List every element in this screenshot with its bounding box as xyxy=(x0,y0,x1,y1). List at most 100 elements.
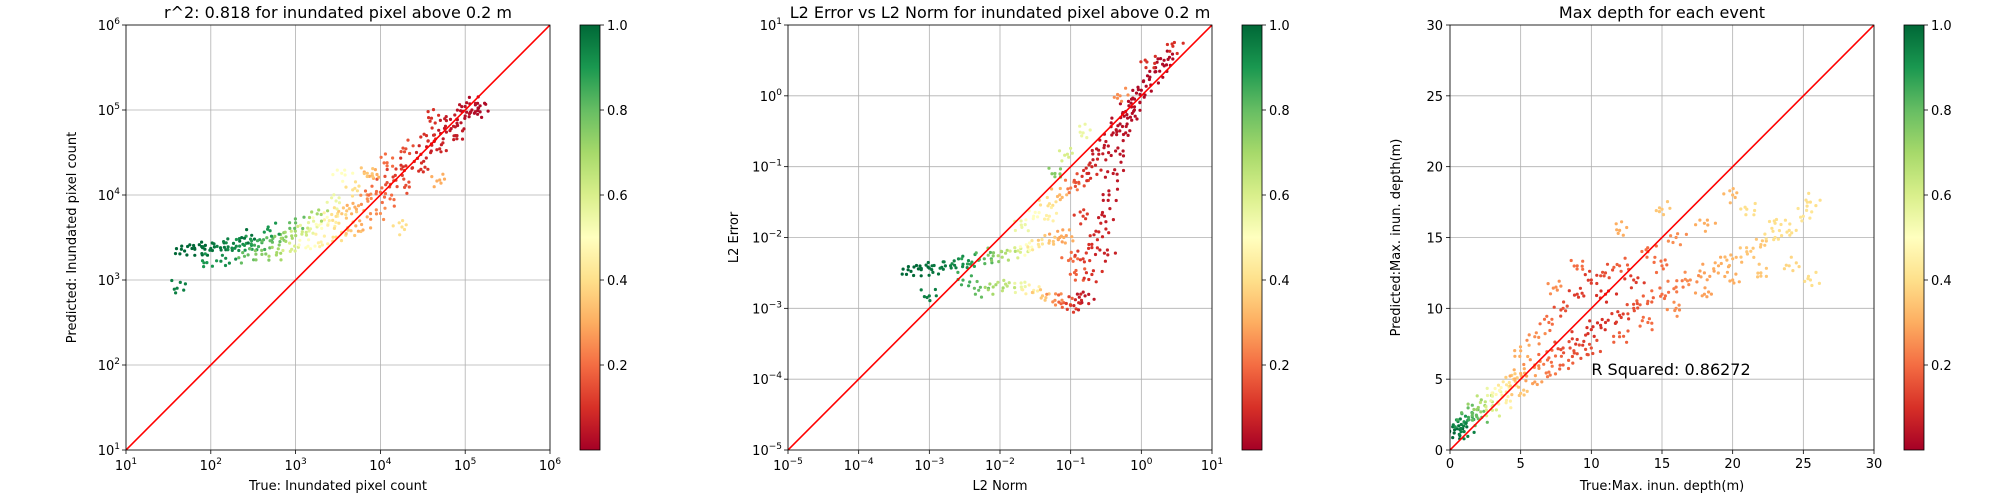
scatter-point xyxy=(308,247,313,251)
scatter-point xyxy=(1002,278,1006,282)
scatter-point xyxy=(449,127,453,131)
scatter-point xyxy=(1115,130,1119,134)
scatter-point xyxy=(1669,234,1673,238)
scatter-point xyxy=(1759,274,1763,278)
scatter-point xyxy=(961,265,965,269)
scatter-point xyxy=(1054,211,1059,215)
scatter-point xyxy=(1603,271,1608,275)
scatter-point xyxy=(467,95,471,99)
scatter-point xyxy=(473,101,478,105)
scatter-point xyxy=(1537,352,1541,357)
scatter-point xyxy=(403,185,407,189)
scatter-point xyxy=(1763,232,1767,236)
scatter-point xyxy=(451,124,456,128)
scatter-point xyxy=(1584,347,1588,351)
scatter-point xyxy=(238,244,242,248)
y-tick-label: 103 xyxy=(98,272,120,289)
scatter-point xyxy=(1713,221,1717,225)
scatter-point xyxy=(1105,248,1109,252)
scatter-point xyxy=(407,180,411,184)
scatter-point xyxy=(1064,301,1068,306)
scatter-point xyxy=(1118,129,1122,133)
scatter-point xyxy=(369,217,373,221)
scatter-point xyxy=(1070,235,1074,239)
colorbar-tick-label: 0.4 xyxy=(607,274,628,289)
scatter-point xyxy=(1062,301,1066,305)
scatter-point xyxy=(1121,154,1126,158)
scatter-point xyxy=(1731,187,1735,191)
scatter-point xyxy=(1636,306,1640,310)
scatter-point xyxy=(455,108,459,112)
scatter-point xyxy=(222,245,226,249)
scatter-point xyxy=(1038,288,1043,292)
colorbar-tick-label: 0.2 xyxy=(1931,359,1952,374)
scatter-point xyxy=(1058,172,1062,176)
scatter-point xyxy=(1559,284,1563,288)
scatter-point xyxy=(1528,358,1532,362)
scatter-point xyxy=(1080,174,1084,178)
scatter-point xyxy=(1091,158,1095,162)
scatter-point xyxy=(925,295,929,300)
scatter-point xyxy=(1800,219,1804,223)
scatter-point xyxy=(385,167,389,172)
x-tick-label: 10−3 xyxy=(914,457,944,474)
scatter-point xyxy=(371,167,375,171)
scatter-point xyxy=(1465,425,1469,429)
scatter-point xyxy=(1719,261,1723,266)
scatter-point xyxy=(426,139,430,143)
scatter-point xyxy=(1124,131,1128,135)
scatter-point xyxy=(1603,320,1608,325)
scatter-point xyxy=(395,185,399,189)
x-tick-label: 20 xyxy=(1724,457,1741,472)
scatter-point xyxy=(1567,358,1571,362)
scatter-point xyxy=(1770,226,1774,230)
scatter-point xyxy=(265,236,269,240)
scatter-point xyxy=(290,236,294,240)
scatter-point xyxy=(1084,217,1088,221)
scatter-point xyxy=(182,288,186,292)
scatter-point xyxy=(933,287,938,292)
scatter-point xyxy=(1100,213,1104,217)
scatter-point xyxy=(1081,257,1085,261)
scatter-point xyxy=(1156,81,1160,85)
scatter-point xyxy=(1118,102,1122,106)
scatter-point xyxy=(1787,264,1791,268)
scatter-point xyxy=(1595,338,1599,342)
scatter-point xyxy=(1702,221,1706,225)
scatter-point xyxy=(1067,228,1071,232)
scatter-point xyxy=(1504,398,1509,402)
scatter-point xyxy=(1818,198,1822,202)
scatter-point xyxy=(1058,186,1062,191)
scatter-point xyxy=(1101,198,1105,202)
scatter-point xyxy=(1115,172,1119,176)
scatter-point xyxy=(927,266,931,270)
scatter-point xyxy=(317,208,321,212)
scatter-point xyxy=(380,186,384,190)
scatter-point xyxy=(1683,270,1687,274)
scatter-point xyxy=(983,285,987,289)
scatter-point xyxy=(1119,160,1123,164)
scatter-point xyxy=(268,246,272,250)
scatter-point xyxy=(1104,158,1108,162)
scatter-point xyxy=(968,262,973,266)
scatter-point xyxy=(284,235,288,239)
scatter-point xyxy=(1600,317,1604,322)
scatter-point xyxy=(1043,233,1047,238)
scatter-point xyxy=(1636,276,1640,280)
scatter-point xyxy=(1069,257,1073,261)
scatter-point xyxy=(1570,337,1574,341)
scatter-point xyxy=(441,141,445,145)
scatter-point xyxy=(953,263,957,267)
scatter-point xyxy=(1650,321,1654,325)
scatter-point xyxy=(1599,323,1603,327)
scatter-point xyxy=(1101,193,1105,197)
scatter-point xyxy=(1063,178,1068,182)
scatter-point xyxy=(374,208,378,212)
x-tick-label: 103 xyxy=(284,457,306,474)
scatter-point xyxy=(1047,239,1051,243)
scatter-point xyxy=(419,167,423,171)
scatter-point xyxy=(448,117,453,121)
scatter-point xyxy=(335,168,339,172)
scatter-point xyxy=(366,199,370,203)
scatter-point xyxy=(203,247,207,251)
